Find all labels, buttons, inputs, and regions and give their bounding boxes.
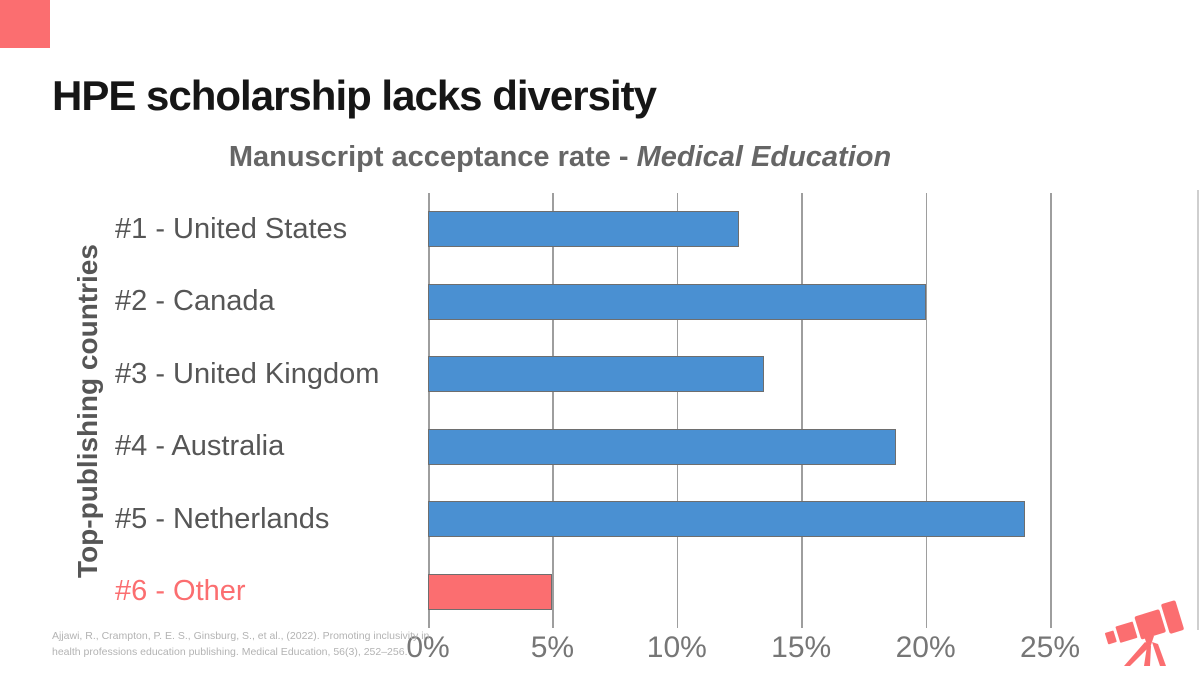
category-label: #4 - Australia	[115, 430, 285, 463]
gridline-5%	[552, 193, 554, 628]
gridline-20%	[925, 193, 928, 628]
category-label: #3 - United Kingdom	[115, 357, 380, 390]
chart-title: Manuscript acceptance rate - Medical Edu…	[160, 141, 960, 174]
telescope-icon	[1105, 600, 1184, 666]
y-axis-label: Top-publishing countries	[72, 244, 103, 578]
gridline-25%	[1050, 193, 1052, 628]
x-tick-label: 10%	[646, 631, 707, 664]
telescope-tube	[1105, 600, 1184, 645]
plot-right-border	[1197, 190, 1199, 630]
category-label: #6 - Other	[115, 575, 246, 608]
x-tick-label: 20%	[895, 631, 956, 664]
chart-title-regular: Manuscript acceptance rate -	[228, 141, 637, 173]
chart-title-italic: Medical Education	[636, 141, 892, 173]
category-label: #2 - Canada	[115, 285, 275, 318]
citation: Ajjawi, R., Crampton, P. E. S., Ginsburg…	[52, 629, 432, 660]
bar-#2 - Canada	[428, 283, 926, 320]
bar-#4 - Australia	[428, 428, 896, 465]
x-tick-label: 5%	[530, 631, 575, 664]
citation-line-2: health professions education publishing.…	[52, 645, 408, 658]
x-axis-tick-labels: 0% 5% 10% 15% 20% 25%	[406, 631, 1080, 667]
citation-line-1: Ajjawi, R., Crampton, P. E. S., Ginsburg…	[52, 630, 430, 642]
category-label: #5 - Netherlands	[115, 502, 330, 535]
category-labels: #1 - United States #2 - Canada #3 - United…	[115, 193, 425, 628]
x-tick-label: 15%	[771, 631, 832, 664]
gridline-15%	[801, 193, 803, 628]
bar-#3 - United Kingdom	[428, 356, 764, 393]
gridline-0%	[428, 193, 430, 628]
gridline-10%	[676, 193, 679, 628]
x-tick-label: 25%	[1019, 631, 1081, 664]
x-tick-label: 0%	[406, 631, 450, 664]
category-label: #1 - United States	[115, 212, 348, 245]
bar-#5 - Netherlands	[428, 501, 1026, 538]
telescope-tripod	[1124, 636, 1166, 666]
page-title: HPE scholarship lacks diversity	[52, 72, 657, 119]
corner-accent-square	[0, 0, 50, 48]
bar-#6 - Other	[428, 573, 553, 610]
plot-area	[428, 193, 1052, 628]
bar-#1 - United States	[428, 211, 739, 248]
